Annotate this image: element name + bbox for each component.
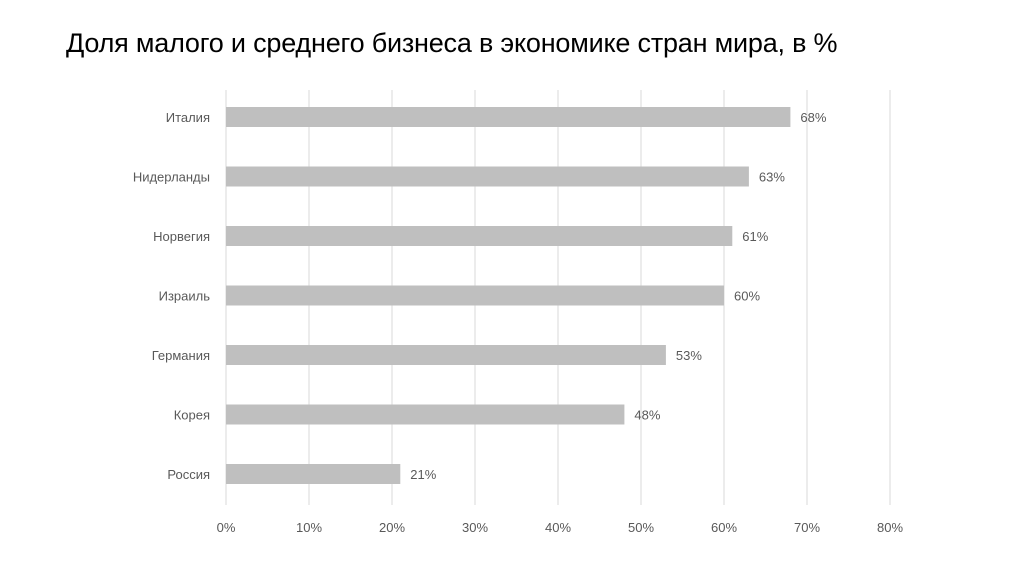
x-tick-label: 70% bbox=[794, 520, 820, 535]
x-tick-label: 10% bbox=[296, 520, 322, 535]
bar bbox=[226, 226, 733, 246]
bars bbox=[226, 107, 791, 484]
chart-title: Доля малого и среднего бизнеса в экономи… bbox=[66, 28, 838, 58]
category-label: Корея bbox=[174, 408, 210, 423]
x-tick-label: 30% bbox=[462, 520, 488, 535]
x-tick-label: 0% bbox=[217, 520, 236, 535]
data-label: 61% bbox=[742, 229, 768, 244]
data-label: 63% bbox=[759, 170, 785, 185]
x-tick-label: 80% bbox=[877, 520, 903, 535]
data-label: 53% bbox=[676, 348, 702, 363]
bar bbox=[226, 464, 401, 484]
category-label: Израиль bbox=[159, 289, 211, 304]
data-label: 48% bbox=[634, 408, 660, 423]
data-labels: 68% 63% 61% 60% 53% 48% 21% bbox=[410, 110, 827, 482]
category-label: Нидерланды bbox=[133, 170, 210, 185]
x-tick-label: 40% bbox=[545, 520, 571, 535]
bar bbox=[226, 107, 791, 127]
data-label: 68% bbox=[800, 110, 826, 125]
category-label: Германия bbox=[152, 348, 210, 363]
bar bbox=[226, 404, 625, 425]
x-tick-label: 50% bbox=[628, 520, 654, 535]
data-label: 21% bbox=[410, 467, 436, 482]
x-axis-tick-labels: 0% 10% 20% 30% 40% 50% 60% 70% 80% bbox=[217, 520, 904, 535]
category-label: Норвегия bbox=[153, 229, 210, 244]
data-label: 60% bbox=[734, 289, 760, 304]
x-tick-label: 20% bbox=[379, 520, 405, 535]
bar bbox=[226, 345, 666, 365]
bar bbox=[226, 166, 749, 187]
bar bbox=[226, 285, 724, 306]
x-tick-label: 60% bbox=[711, 520, 737, 535]
category-label: Италия bbox=[166, 110, 210, 125]
category-label: Россия bbox=[167, 467, 210, 482]
category-labels: Италия Нидерланды Норвегия Израиль Германия К… bbox=[133, 110, 210, 482]
